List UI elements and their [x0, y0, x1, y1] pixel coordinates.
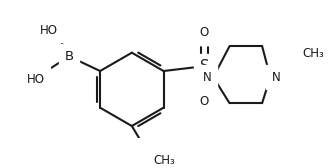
Text: HO: HO: [27, 73, 45, 86]
Text: N: N: [272, 71, 281, 84]
Text: N: N: [203, 71, 212, 84]
Text: O: O: [200, 26, 209, 39]
Text: O: O: [200, 95, 209, 108]
Text: CH₃: CH₃: [303, 47, 325, 60]
Text: S: S: [200, 59, 209, 74]
Text: B: B: [64, 50, 74, 63]
Text: HO: HO: [40, 24, 58, 37]
Text: CH₃: CH₃: [153, 155, 175, 167]
